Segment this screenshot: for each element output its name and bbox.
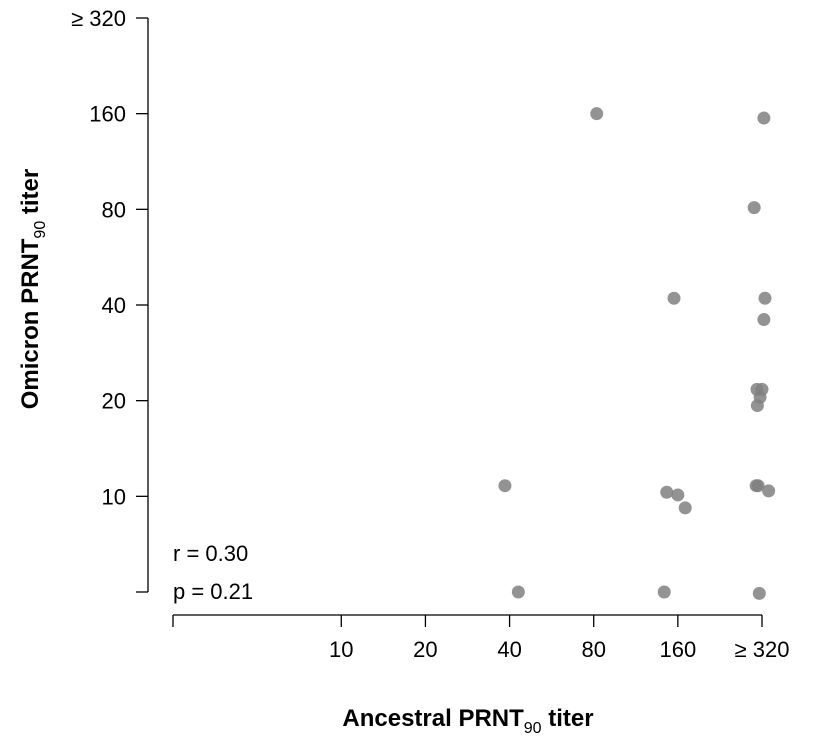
x-tick-label: 80	[581, 637, 605, 662]
data-point	[757, 313, 771, 327]
y-tick-label: 40	[102, 293, 126, 318]
y-axis-title: Omicron PRNT90 titer	[17, 169, 49, 410]
y-tick-label: ≥ 320	[71, 6, 126, 31]
correlation-p-label: p = 0.21	[173, 579, 253, 604]
x-axis-title: Ancestral PRNT90 titer	[342, 705, 593, 737]
correlation-r-label: r = 0.30	[173, 541, 248, 566]
data-point	[751, 479, 765, 493]
data-point	[758, 291, 772, 305]
y-tick-label: 10	[102, 484, 126, 509]
data-point	[762, 484, 776, 498]
x-axis-title-main: Ancestral PRNT	[342, 705, 524, 732]
y-ticks: 10 20 40 80 160 ≥ 320	[71, 6, 148, 593]
y-tick-label: 80	[102, 197, 126, 222]
y-tick-label: 20	[102, 389, 126, 414]
x-ticks: 10 20 40 80 160 ≥ 320	[172, 615, 790, 662]
data-point	[590, 107, 604, 121]
y-axis-title-main: Omicron PRNT	[17, 238, 44, 409]
data-point	[667, 291, 681, 305]
x-tick-label: 40	[497, 637, 521, 662]
data-point	[747, 201, 761, 215]
x-tick-label: ≥ 320	[735, 637, 790, 662]
data-point	[752, 586, 766, 600]
x-tick-label: 160	[659, 637, 696, 662]
y-axis-title-suffix: titer	[17, 169, 44, 221]
data-point	[657, 585, 671, 599]
data-point	[671, 488, 685, 502]
data-point	[750, 399, 764, 413]
y-axis: 10 20 40 80 160 ≥ 320	[71, 6, 149, 593]
data-point	[678, 501, 692, 515]
y-axis-title-subscript: 90	[32, 221, 49, 239]
x-tick-label: 10	[329, 637, 353, 662]
x-tick-label: 20	[413, 637, 437, 662]
data-points	[498, 107, 776, 600]
data-point	[757, 111, 771, 125]
x-axis: 10 20 40 80 160 ≥ 320	[172, 614, 790, 662]
x-axis-title-subscript: 90	[524, 720, 542, 737]
y-tick-label: 160	[89, 102, 126, 127]
data-point	[498, 479, 512, 493]
x-axis-title-suffix: titer	[542, 705, 594, 732]
data-point	[660, 485, 674, 499]
data-point	[511, 585, 525, 599]
